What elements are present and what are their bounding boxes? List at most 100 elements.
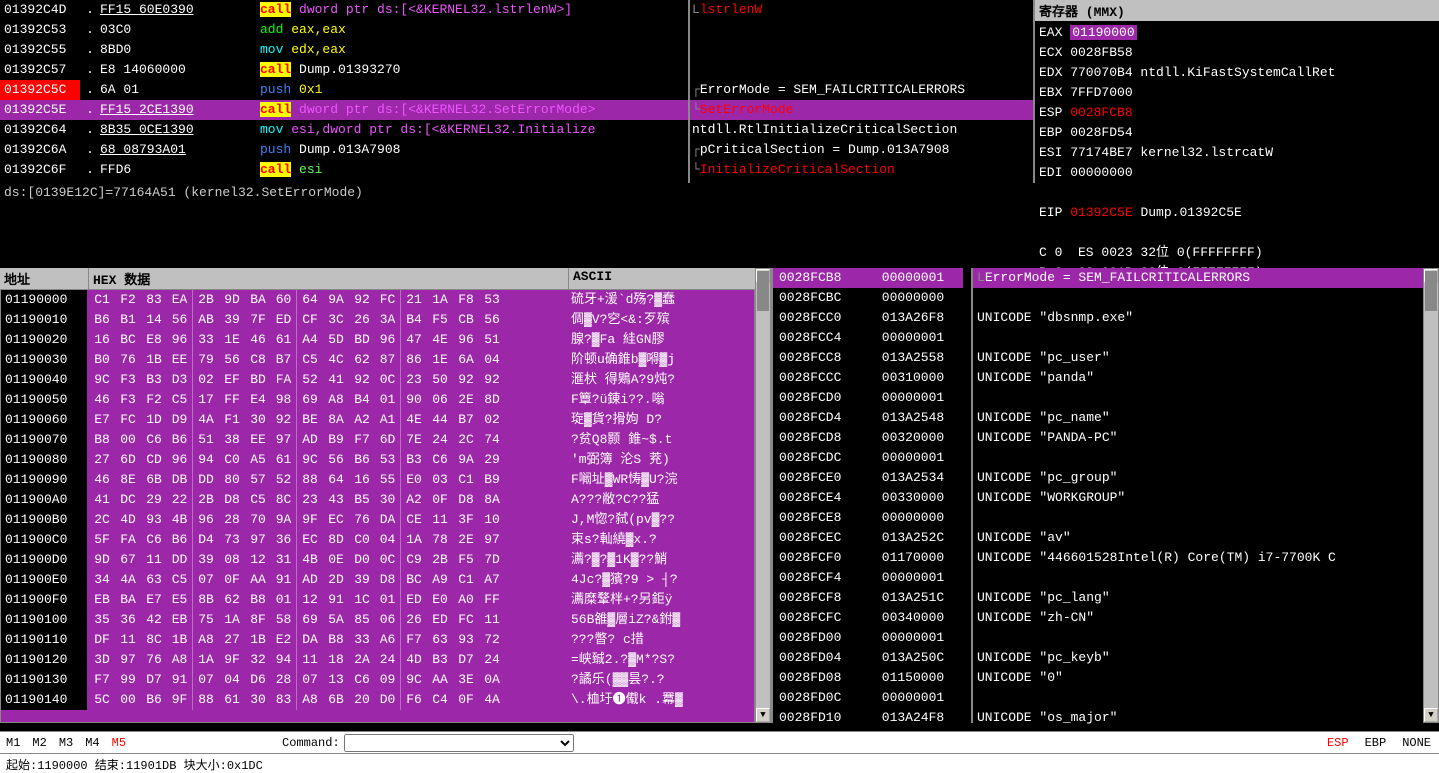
memory-tab-m5[interactable]: M5: [106, 736, 132, 750]
command-input[interactable]: [344, 734, 574, 752]
stack-row[interactable]: 0028FCE0013A2534: [773, 468, 971, 488]
dump-scrollbar[interactable]: ▲ ▼: [755, 268, 771, 723]
stack-row[interactable]: 0028FD0C00000001: [773, 688, 971, 708]
stack-address: 0028FCFC: [773, 608, 863, 628]
stack-info-row: UNICODE "os_major": [973, 708, 1423, 728]
dump-row[interactable]: 011900F0EBBAE7E58B62B80112911C01EDE0A0FF…: [1, 590, 754, 610]
dump-row[interactable]: 011900D09D6711DD390812314B0ED00CC92BF57D…: [1, 550, 754, 570]
register-line[interactable]: EBP 0028FD54: [1039, 123, 1435, 143]
scroll-thumb[interactable]: [757, 271, 769, 311]
stack-row[interactable]: 0028FCB800000001: [773, 268, 971, 288]
stack-row[interactable]: 0028FCC8013A2558: [773, 348, 971, 368]
disasm-row[interactable]: 01392C5E.FF15 2CE1390call dword ptr ds:[…: [0, 100, 688, 120]
registers-panel[interactable]: 寄存器 (MMX) EAX 01190000ECX 0028FB58EDX 77…: [1035, 0, 1439, 183]
disasm-row[interactable]: 01392C6F.FFD6call esi: [0, 160, 688, 180]
stack-address: 0028FCEC: [773, 528, 863, 548]
stack-row[interactable]: 0028FCCC00310000: [773, 368, 971, 388]
register-line[interactable]: EAX 01190000: [1039, 23, 1435, 43]
disasm-row[interactable]: 01392C53.03C0add eax,eax: [0, 20, 688, 40]
disasm-row[interactable]: 01392C64.8B35 0CE1390mov esi,dword ptr d…: [0, 120, 688, 140]
stack-row[interactable]: 0028FD0000000001: [773, 628, 971, 648]
register-eip[interactable]: EIP 01392C5E Dump.01392C5E: [1039, 203, 1435, 223]
dump-row[interactable]: 011900A041DC29222BD8C58C2343B530A20FD88A…: [1, 490, 754, 510]
dump-row[interactable]: 0119002016BCE896331E4661A45DBD96474E9651…: [1, 330, 754, 350]
stack-row[interactable]: 0028FCC400000001: [773, 328, 971, 348]
dump-row[interactable]: 01190130F799D7910704D6280713C6099CAA3E0A…: [1, 670, 754, 690]
dump-row[interactable]: 01190090468E6BDBDD80575288641655E003C1B9…: [1, 470, 754, 490]
scroll-thumb[interactable]: [1425, 271, 1437, 311]
disasm-address: 01392C5E: [0, 100, 80, 120]
dump-row[interactable]: 011900E0344A63C5070FAA91AD2D39D8BCA9C1A7…: [1, 570, 754, 590]
follow-esp[interactable]: ESP: [1319, 736, 1357, 750]
follow-ebp[interactable]: EBP: [1357, 736, 1395, 750]
dump-row[interactable]: 011901405C00B69F88613083A86B20D0F6C40F4A…: [1, 690, 754, 710]
stack-panel[interactable]: 0028FCB8000000010028FCBC000000000028FCC0…: [771, 268, 971, 723]
disasm-bytes: FF15 60E0390: [100, 0, 260, 20]
stack-row[interactable]: 0028FCF001170000: [773, 548, 971, 568]
dump-row[interactable]: 0119005046F3F2C517FFE49869A8B40190062E8D…: [1, 390, 754, 410]
dump-row[interactable]: 011900B02C4D934B9628709A9FEC76DACE113F10…: [1, 510, 754, 530]
hints-panel[interactable]: LlstrlenW┌ErrorMode = SEM_FAILCRITICALER…: [690, 0, 1035, 183]
dump-row[interactable]: 01190110DF118C1BA8271BE2DAB833A6F7639372…: [1, 630, 754, 650]
disasm-row[interactable]: 01392C6A.68 08793A01push Dump.013A7908: [0, 140, 688, 160]
register-line[interactable]: EDX 770070B4 ntdll.KiFastSystemCallRet: [1039, 63, 1435, 83]
register-line[interactable]: EDI 00000000: [1039, 163, 1435, 183]
stack-row[interactable]: 0028FCE400330000: [773, 488, 971, 508]
stack-address: 0028FCE0: [773, 468, 863, 488]
stack-row[interactable]: 0028FCBC00000000: [773, 288, 971, 308]
register-line[interactable]: ESP 0028FCB8: [1039, 103, 1435, 123]
stack-row[interactable]: 0028FCE800000000: [773, 508, 971, 528]
register-line[interactable]: ESI 77174BE7 kernel32.lstrcatW: [1039, 143, 1435, 163]
stack-row[interactable]: 0028FD04013A250C: [773, 648, 971, 668]
register-line[interactable]: EBX 7FFD7000: [1039, 83, 1435, 103]
info-scrollbar[interactable]: ▲ ▼: [1423, 268, 1439, 723]
memory-tab-m1[interactable]: M1: [0, 736, 26, 750]
stack-info-row: UNICODE "pc_keyb": [973, 648, 1423, 668]
dump-row[interactable]: 01190100353642EB751A8F58695A850626EDFC11…: [1, 610, 754, 630]
disassembly-panel[interactable]: 01392C4D.FF15 60E0390call dword ptr ds:[…: [0, 0, 690, 183]
stack-row[interactable]: 0028FD0801150000: [773, 668, 971, 688]
stack-row[interactable]: 0028FCDC00000001: [773, 448, 971, 468]
dump-row[interactable]: 01190060E7FC1DD94AF13092BE8AA2A14E44B702…: [1, 410, 754, 430]
stack-row[interactable]: 0028FCD4013A2548: [773, 408, 971, 428]
scroll-down-icon[interactable]: ▼: [1424, 708, 1438, 722]
stack-row[interactable]: 0028FCF400000001: [773, 568, 971, 588]
memory-tab-m4[interactable]: M4: [79, 736, 105, 750]
dump-hex: B6B11456AB397FEDCF3C263AB4F5CB56: [87, 310, 567, 330]
stack-value: 00000001: [863, 388, 963, 408]
dump-ascii: \.桖圩❶傤k .羃▓: [567, 690, 754, 710]
command-label: Command:: [282, 736, 340, 750]
disasm-row[interactable]: 01392C55.8BD0mov edx,eax: [0, 40, 688, 60]
stack-address: 0028FCDC: [773, 448, 863, 468]
disasm-row[interactable]: 01392C5C.6A 01push 0x1: [0, 80, 688, 100]
stack-value: 00000001: [863, 568, 963, 588]
stack-value: 013A24F8: [863, 708, 963, 728]
disasm-instruction: mov esi,dword ptr ds:[<&KERNEL32.Initial…: [260, 120, 688, 140]
dump-row[interactable]: 01190030B0761BEE7956C8B7C54C6287861E6A04…: [1, 350, 754, 370]
stack-row[interactable]: 0028FCFC00340000: [773, 608, 971, 628]
memory-tab-m2[interactable]: M2: [26, 736, 52, 750]
dump-row[interactable]: 01190000C1F283EA2B9DBA60649A92FC211AF853…: [1, 290, 754, 310]
dump-row[interactable]: 011900C05FFAC6B6D4739736EC8DC0041A782E97…: [1, 530, 754, 550]
stack-row[interactable]: 0028FCEC013A252C: [773, 528, 971, 548]
dump-row[interactable]: 01190070B800C6B65138EE97ADB9F76D7E242C74…: [1, 430, 754, 450]
stack-info-panel[interactable]: LErrorMode = SEM_FAILCRITICALERRORS UNIC…: [971, 268, 1423, 723]
memory-tab-m3[interactable]: M3: [53, 736, 79, 750]
stack-row[interactable]: 0028FD10013A24F8: [773, 708, 971, 728]
register-line[interactable]: ECX 0028FB58: [1039, 43, 1435, 63]
stack-row[interactable]: 0028FCD000000001: [773, 388, 971, 408]
stack-row[interactable]: 0028FCD800320000: [773, 428, 971, 448]
stack-row[interactable]: 0028FCF8013A251C: [773, 588, 971, 608]
follow-none[interactable]: NONE: [1394, 736, 1439, 750]
hex-dump-panel[interactable]: 地址 HEX 数据 ASCII 01190000C1F283EA2B9DBA60…: [0, 268, 755, 723]
disasm-row[interactable]: 01392C57.E8 14060000call Dump.01393270: [0, 60, 688, 80]
dump-row[interactable]: 01190010B6B11456AB397FEDCF3C263AB4F5CB56…: [1, 310, 754, 330]
disasm-row[interactable]: 01392C4D.FF15 60E0390call dword ptr ds:[…: [0, 0, 688, 20]
dump-row[interactable]: 011900409CF3B3D302EFBDFA5241920C23509292…: [1, 370, 754, 390]
dump-row[interactable]: 011901203D9776A81A9F329411182A244DB3D724…: [1, 650, 754, 670]
scroll-down-icon[interactable]: ▼: [756, 708, 770, 722]
dump-row[interactable]: 01190080276DCD9694C0A5619C56B653B3C69A29…: [1, 450, 754, 470]
stack-value: 00310000: [863, 368, 963, 388]
stack-row[interactable]: 0028FCC0013A26F8: [773, 308, 971, 328]
dump-hex: 9D6711DD390812314B0ED00CC92BF57D: [87, 550, 567, 570]
